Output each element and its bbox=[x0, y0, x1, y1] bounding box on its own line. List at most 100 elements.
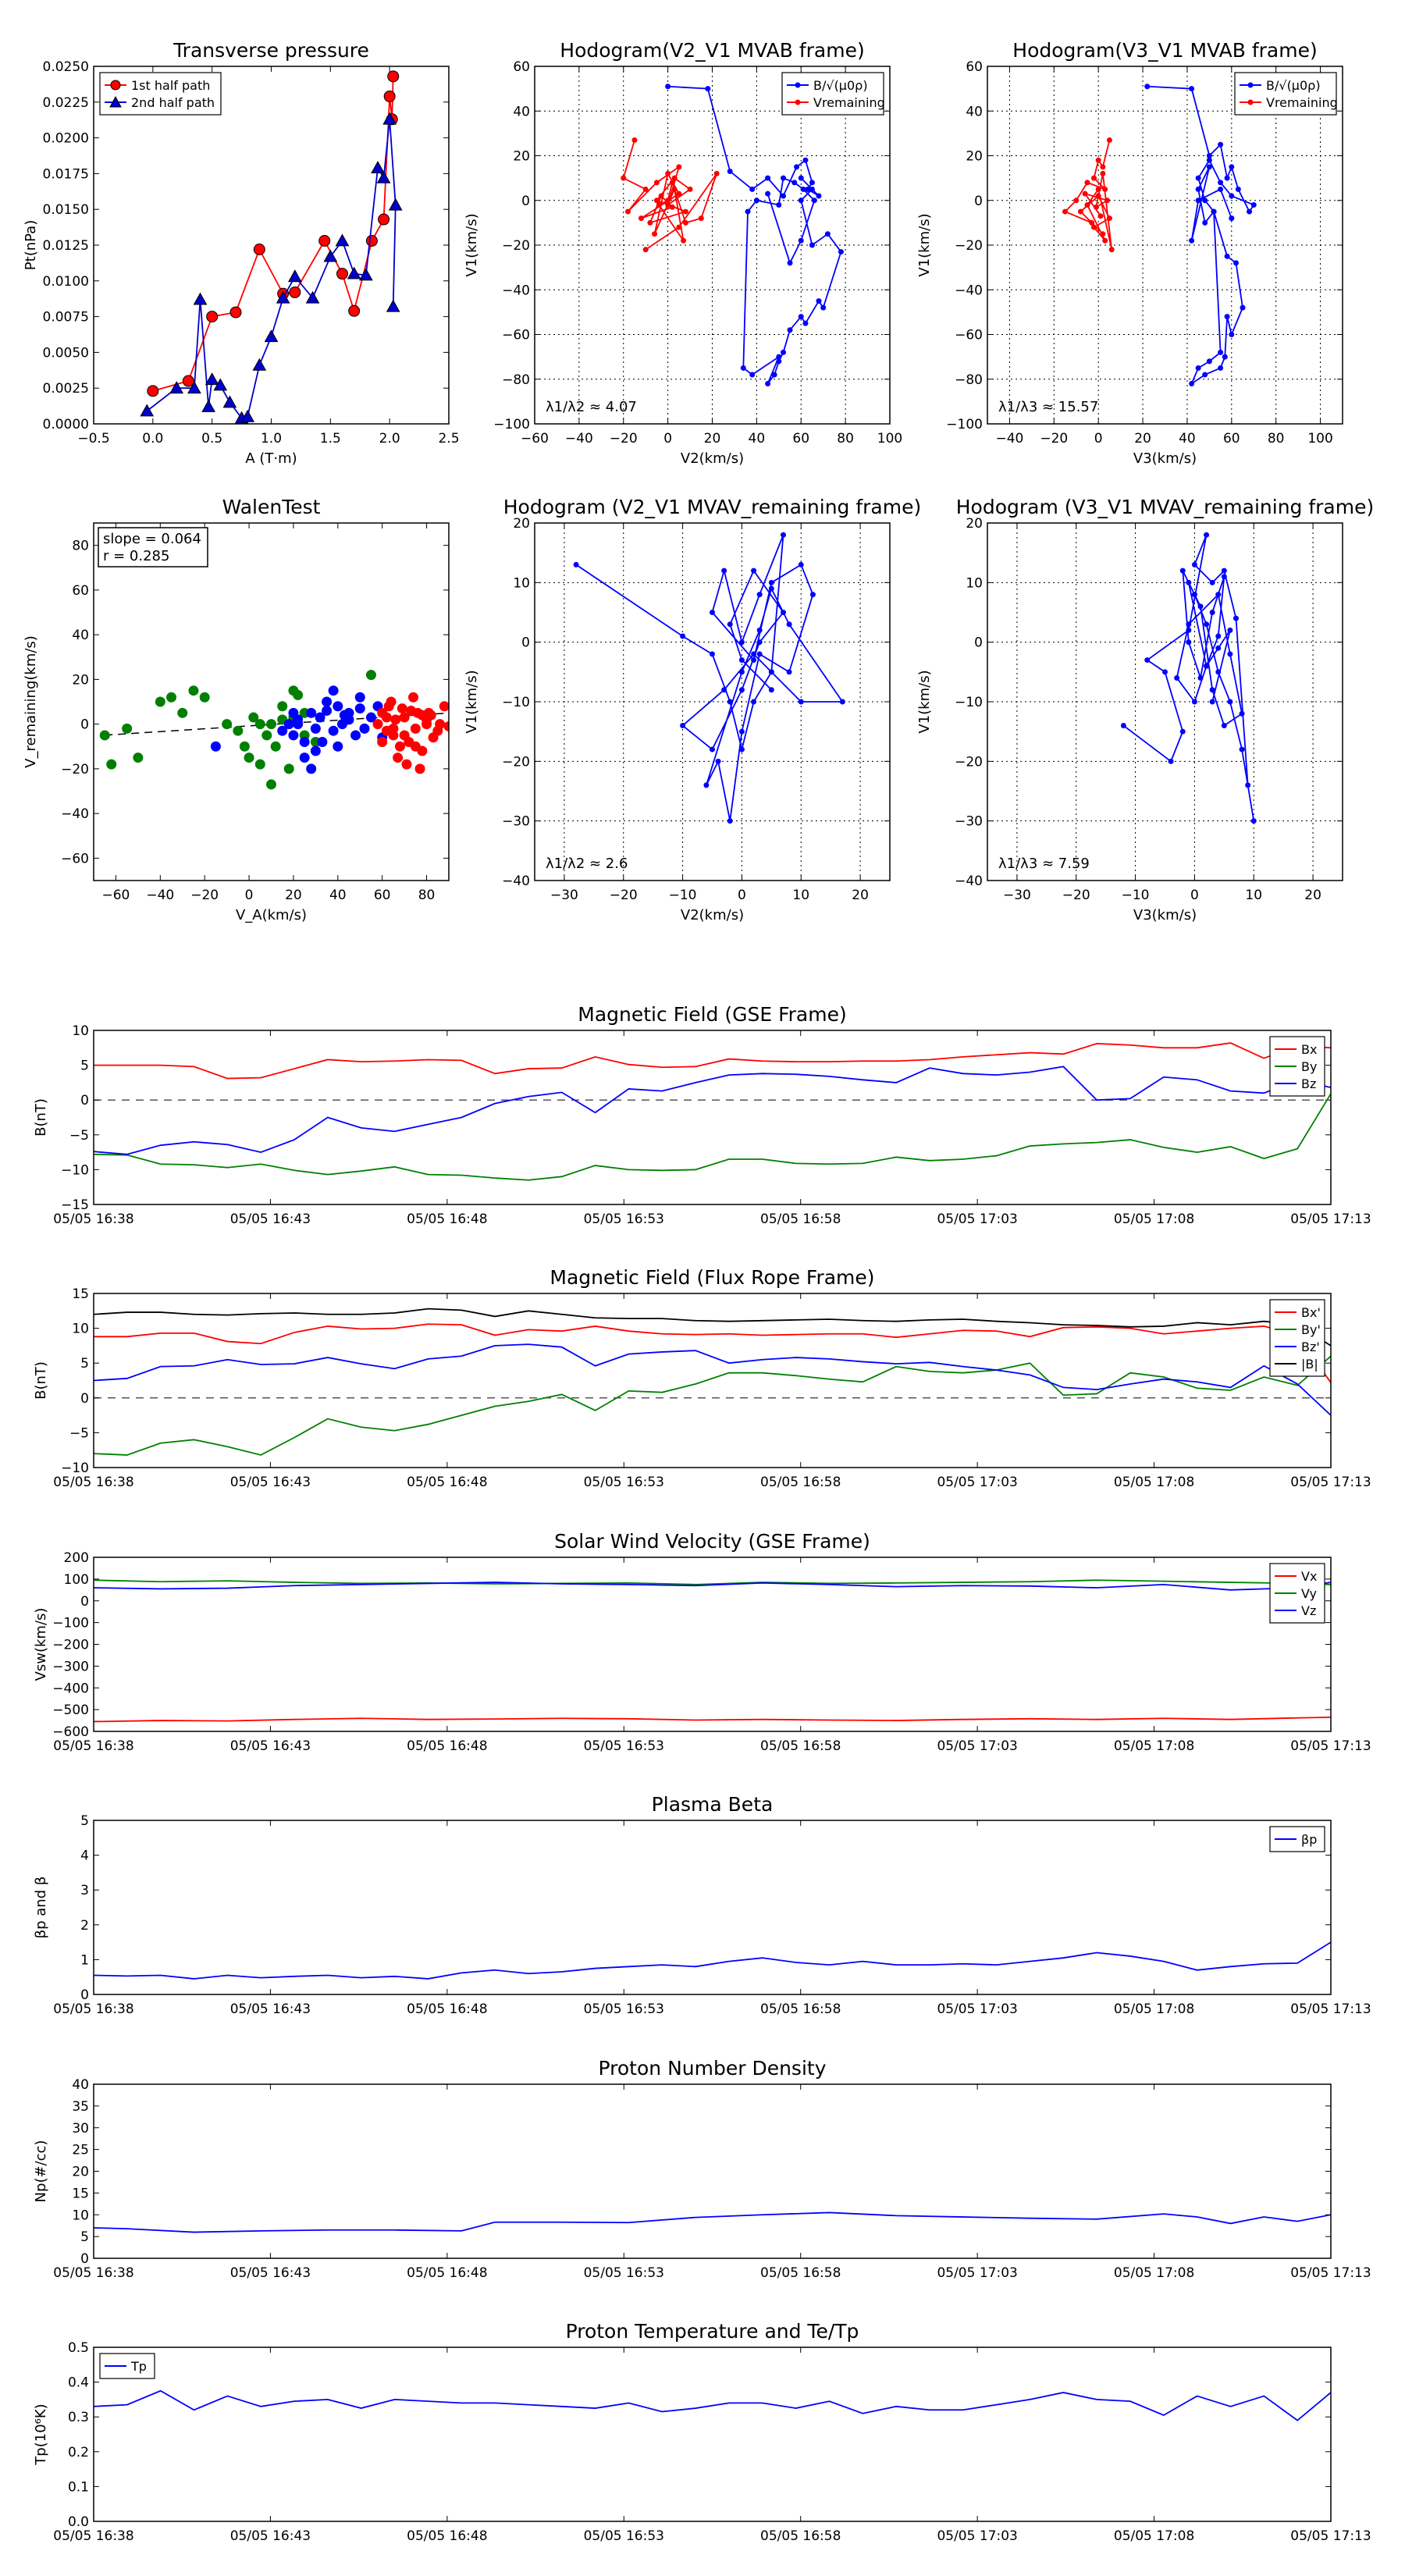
data-point bbox=[698, 215, 704, 222]
x-tick-label: 80 bbox=[418, 888, 436, 903]
data-point bbox=[1215, 645, 1222, 651]
y-tick-label: 0 bbox=[80, 1987, 89, 2003]
x-tick-label: 05/05 16:53 bbox=[584, 1212, 664, 1227]
scatter-point bbox=[372, 719, 383, 730]
y-tick-label: −40 bbox=[955, 283, 983, 298]
x-tick-label: 20 bbox=[1134, 431, 1151, 447]
data-point bbox=[1102, 237, 1108, 244]
x-tick-label: −10 bbox=[1122, 888, 1150, 903]
x-tick-label: 05/05 17:03 bbox=[937, 2265, 1017, 2281]
y-tick-label: −40 bbox=[61, 806, 89, 822]
legend-label: B/√(μ0ρ) bbox=[1266, 78, 1321, 93]
data-point bbox=[1202, 372, 1208, 378]
x-tick-label: 05/05 17:08 bbox=[1114, 2528, 1194, 2544]
scatter-point bbox=[414, 763, 425, 774]
data-point bbox=[336, 268, 348, 280]
data-point bbox=[1144, 657, 1151, 664]
data-point bbox=[1229, 332, 1235, 337]
fit-line bbox=[105, 712, 449, 736]
x-tick-label: 05/05 16:48 bbox=[407, 1738, 487, 1754]
scatter-point bbox=[350, 730, 361, 741]
scatter-point bbox=[365, 712, 376, 723]
y-tick-label: 2 bbox=[80, 1918, 89, 1934]
data-point bbox=[347, 266, 361, 279]
data-point bbox=[222, 395, 237, 408]
data-point bbox=[1095, 157, 1101, 163]
legend-label: |B| bbox=[1301, 1357, 1318, 1372]
x-tick-label: 05/05 16:38 bbox=[53, 2001, 133, 2017]
data-point bbox=[687, 186, 693, 192]
legend-label: Bx bbox=[1301, 1042, 1317, 1057]
legend-marker bbox=[110, 80, 121, 91]
data-point bbox=[140, 404, 155, 417]
y-tick-label: 20 bbox=[72, 2165, 89, 2180]
y-tick-label: 5 bbox=[80, 1356, 89, 1372]
data-point bbox=[252, 358, 267, 371]
data-point bbox=[631, 137, 638, 143]
x-tick-label: 60 bbox=[374, 888, 391, 903]
y-tick-label: 80 bbox=[72, 539, 89, 554]
series-1 bbox=[621, 137, 720, 253]
x-tick-label: 60 bbox=[1223, 431, 1240, 447]
data-point bbox=[289, 286, 301, 298]
data-point bbox=[1206, 157, 1212, 163]
data-point bbox=[264, 329, 279, 343]
data-point bbox=[745, 208, 751, 215]
scatter-point bbox=[254, 719, 265, 730]
x-tick-label: 10 bbox=[1245, 888, 1262, 903]
x-tick-label: 05/05 16:53 bbox=[584, 2001, 664, 2017]
x-tick-label: 40 bbox=[749, 431, 766, 447]
x-tick-label: −20 bbox=[190, 888, 219, 903]
series-line bbox=[94, 1579, 1331, 1585]
data-point bbox=[798, 175, 804, 181]
y-tick-label: −5 bbox=[69, 1425, 89, 1441]
legend: Bx By Bz bbox=[1269, 1036, 1325, 1097]
legend-label: Vy bbox=[1301, 1586, 1317, 1601]
data-point bbox=[669, 204, 675, 210]
y-tick-label: 40 bbox=[966, 104, 983, 119]
legend-marker bbox=[795, 82, 801, 88]
data-point bbox=[1209, 610, 1215, 615]
data-point bbox=[1189, 86, 1195, 92]
data-point bbox=[1224, 253, 1230, 259]
data-point bbox=[1108, 247, 1115, 253]
data-point bbox=[781, 610, 786, 615]
plot-frame bbox=[93, 66, 450, 425]
scatter-point bbox=[439, 701, 449, 712]
data-point bbox=[213, 378, 228, 391]
y-tick-label: 20 bbox=[513, 149, 530, 165]
y-tick-label: 0.3 bbox=[68, 2410, 89, 2425]
x-tick-label: 05/05 17:08 bbox=[1114, 1212, 1194, 1227]
legend-marker bbox=[1247, 82, 1254, 88]
data-point bbox=[1245, 782, 1251, 788]
data-point bbox=[771, 372, 777, 378]
scatter-point bbox=[401, 759, 412, 770]
y-tick-label: 40 bbox=[513, 104, 530, 119]
data-point bbox=[653, 197, 660, 204]
series-0 bbox=[94, 1323, 1331, 1383]
y-tick-label: 0.0025 bbox=[43, 381, 89, 397]
data-point bbox=[816, 193, 822, 199]
series-line bbox=[94, 1323, 1331, 1383]
data-point bbox=[676, 224, 682, 230]
data-point bbox=[1204, 532, 1210, 538]
y-tick-label: −100 bbox=[52, 1616, 89, 1631]
data-point bbox=[1084, 180, 1090, 186]
series-1 bbox=[94, 1579, 1331, 1585]
x-tick-label: −60 bbox=[521, 431, 549, 447]
scatter-point bbox=[122, 723, 133, 734]
data-point bbox=[358, 268, 373, 281]
y-tick-label: −20 bbox=[502, 754, 530, 770]
y-tick-label: 0 bbox=[80, 1594, 89, 1610]
data-point bbox=[669, 180, 675, 186]
data-point bbox=[800, 186, 806, 192]
chart-title: Magnetic Field (GSE Frame) bbox=[578, 1003, 846, 1026]
data-point bbox=[1186, 579, 1192, 585]
y-tick-label: 0.0100 bbox=[43, 274, 89, 290]
data-point bbox=[276, 290, 290, 304]
series-line bbox=[667, 85, 842, 385]
data-point bbox=[383, 90, 396, 102]
data-point bbox=[786, 669, 792, 675]
data-point bbox=[642, 247, 649, 253]
data-point bbox=[665, 201, 671, 208]
